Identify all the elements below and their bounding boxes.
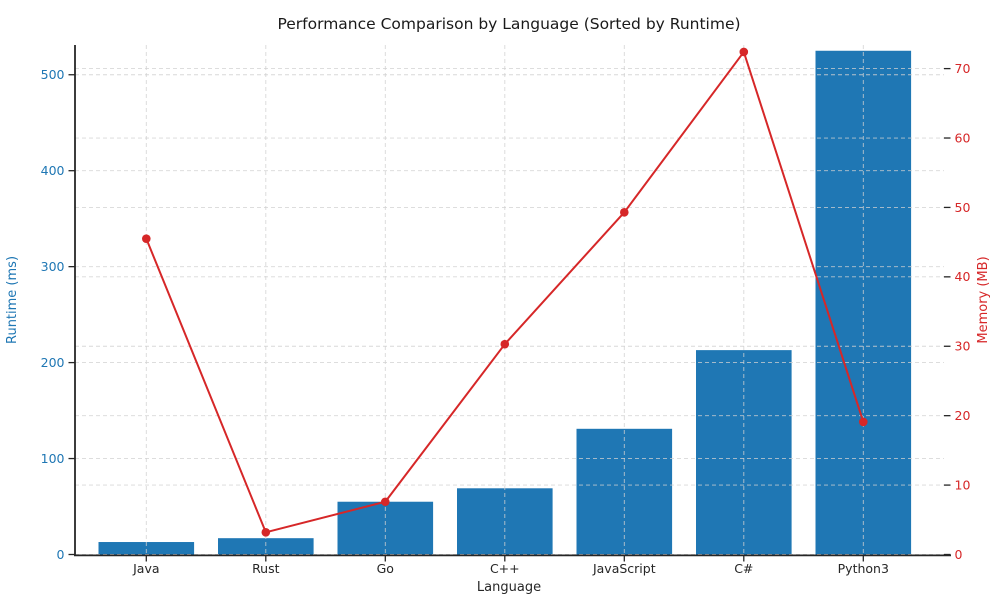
memory-point-java bbox=[142, 234, 151, 243]
y-left-tick-label: 300 bbox=[41, 259, 65, 274]
y-right-tick-label: 0 bbox=[955, 547, 963, 562]
bar-python3 bbox=[815, 50, 912, 555]
x-axis-label: Language bbox=[477, 580, 541, 595]
memory-line-layer bbox=[142, 47, 868, 537]
y-axis-right-label: Memory (MB) bbox=[976, 256, 991, 343]
x-tick-label-python3: Python3 bbox=[838, 561, 889, 576]
x-tick-label-java: Java bbox=[132, 561, 159, 576]
memory-point-c bbox=[500, 339, 510, 349]
bar-java bbox=[98, 542, 195, 555]
x-tick-label-rust: Rust bbox=[252, 561, 280, 576]
x-tick-label-c: C# bbox=[734, 561, 753, 576]
axes-layer: 0 100 200 300 400 500 0 10 20 30 40 50 60 70 Java Rust G… bbox=[41, 45, 971, 576]
y-right-tick-label: 60 bbox=[955, 130, 971, 145]
y-right-tick-label: 40 bbox=[955, 269, 971, 284]
y-axis-left-label: Runtime (ms) bbox=[5, 256, 20, 344]
y-left-tick-label: 500 bbox=[41, 67, 65, 82]
y-left-tick-label: 100 bbox=[41, 451, 65, 466]
y-left-tick-label: 0 bbox=[57, 547, 65, 562]
memory-point-go bbox=[381, 497, 390, 507]
gridlines-layer bbox=[75, 45, 944, 555]
y-right-tick-label: 50 bbox=[955, 200, 971, 215]
x-tick-label-javascript: JavaScript bbox=[592, 561, 656, 576]
y-right-tick-label: 10 bbox=[955, 477, 971, 492]
runtime-bars-layer bbox=[98, 50, 912, 555]
y-left-tick-label: 400 bbox=[41, 163, 65, 178]
y-right-tick-label: 30 bbox=[955, 339, 971, 354]
x-tick-label-go: Go bbox=[377, 561, 394, 576]
memory-point-javascript bbox=[620, 207, 629, 217]
y-right-tick-label: 20 bbox=[955, 408, 971, 423]
bar-javascript bbox=[576, 428, 673, 555]
memory-point-rust bbox=[261, 527, 271, 537]
memory-point-python3 bbox=[859, 417, 868, 427]
chart-title: Performance Comparison by Language (Sort… bbox=[277, 15, 740, 33]
bar-rust bbox=[218, 538, 314, 555]
x-tick-label-c: C++ bbox=[490, 561, 520, 576]
y-right-tick-label: 70 bbox=[955, 61, 971, 76]
y-left-tick-label: 200 bbox=[41, 355, 65, 370]
memory-point-c bbox=[739, 47, 749, 57]
